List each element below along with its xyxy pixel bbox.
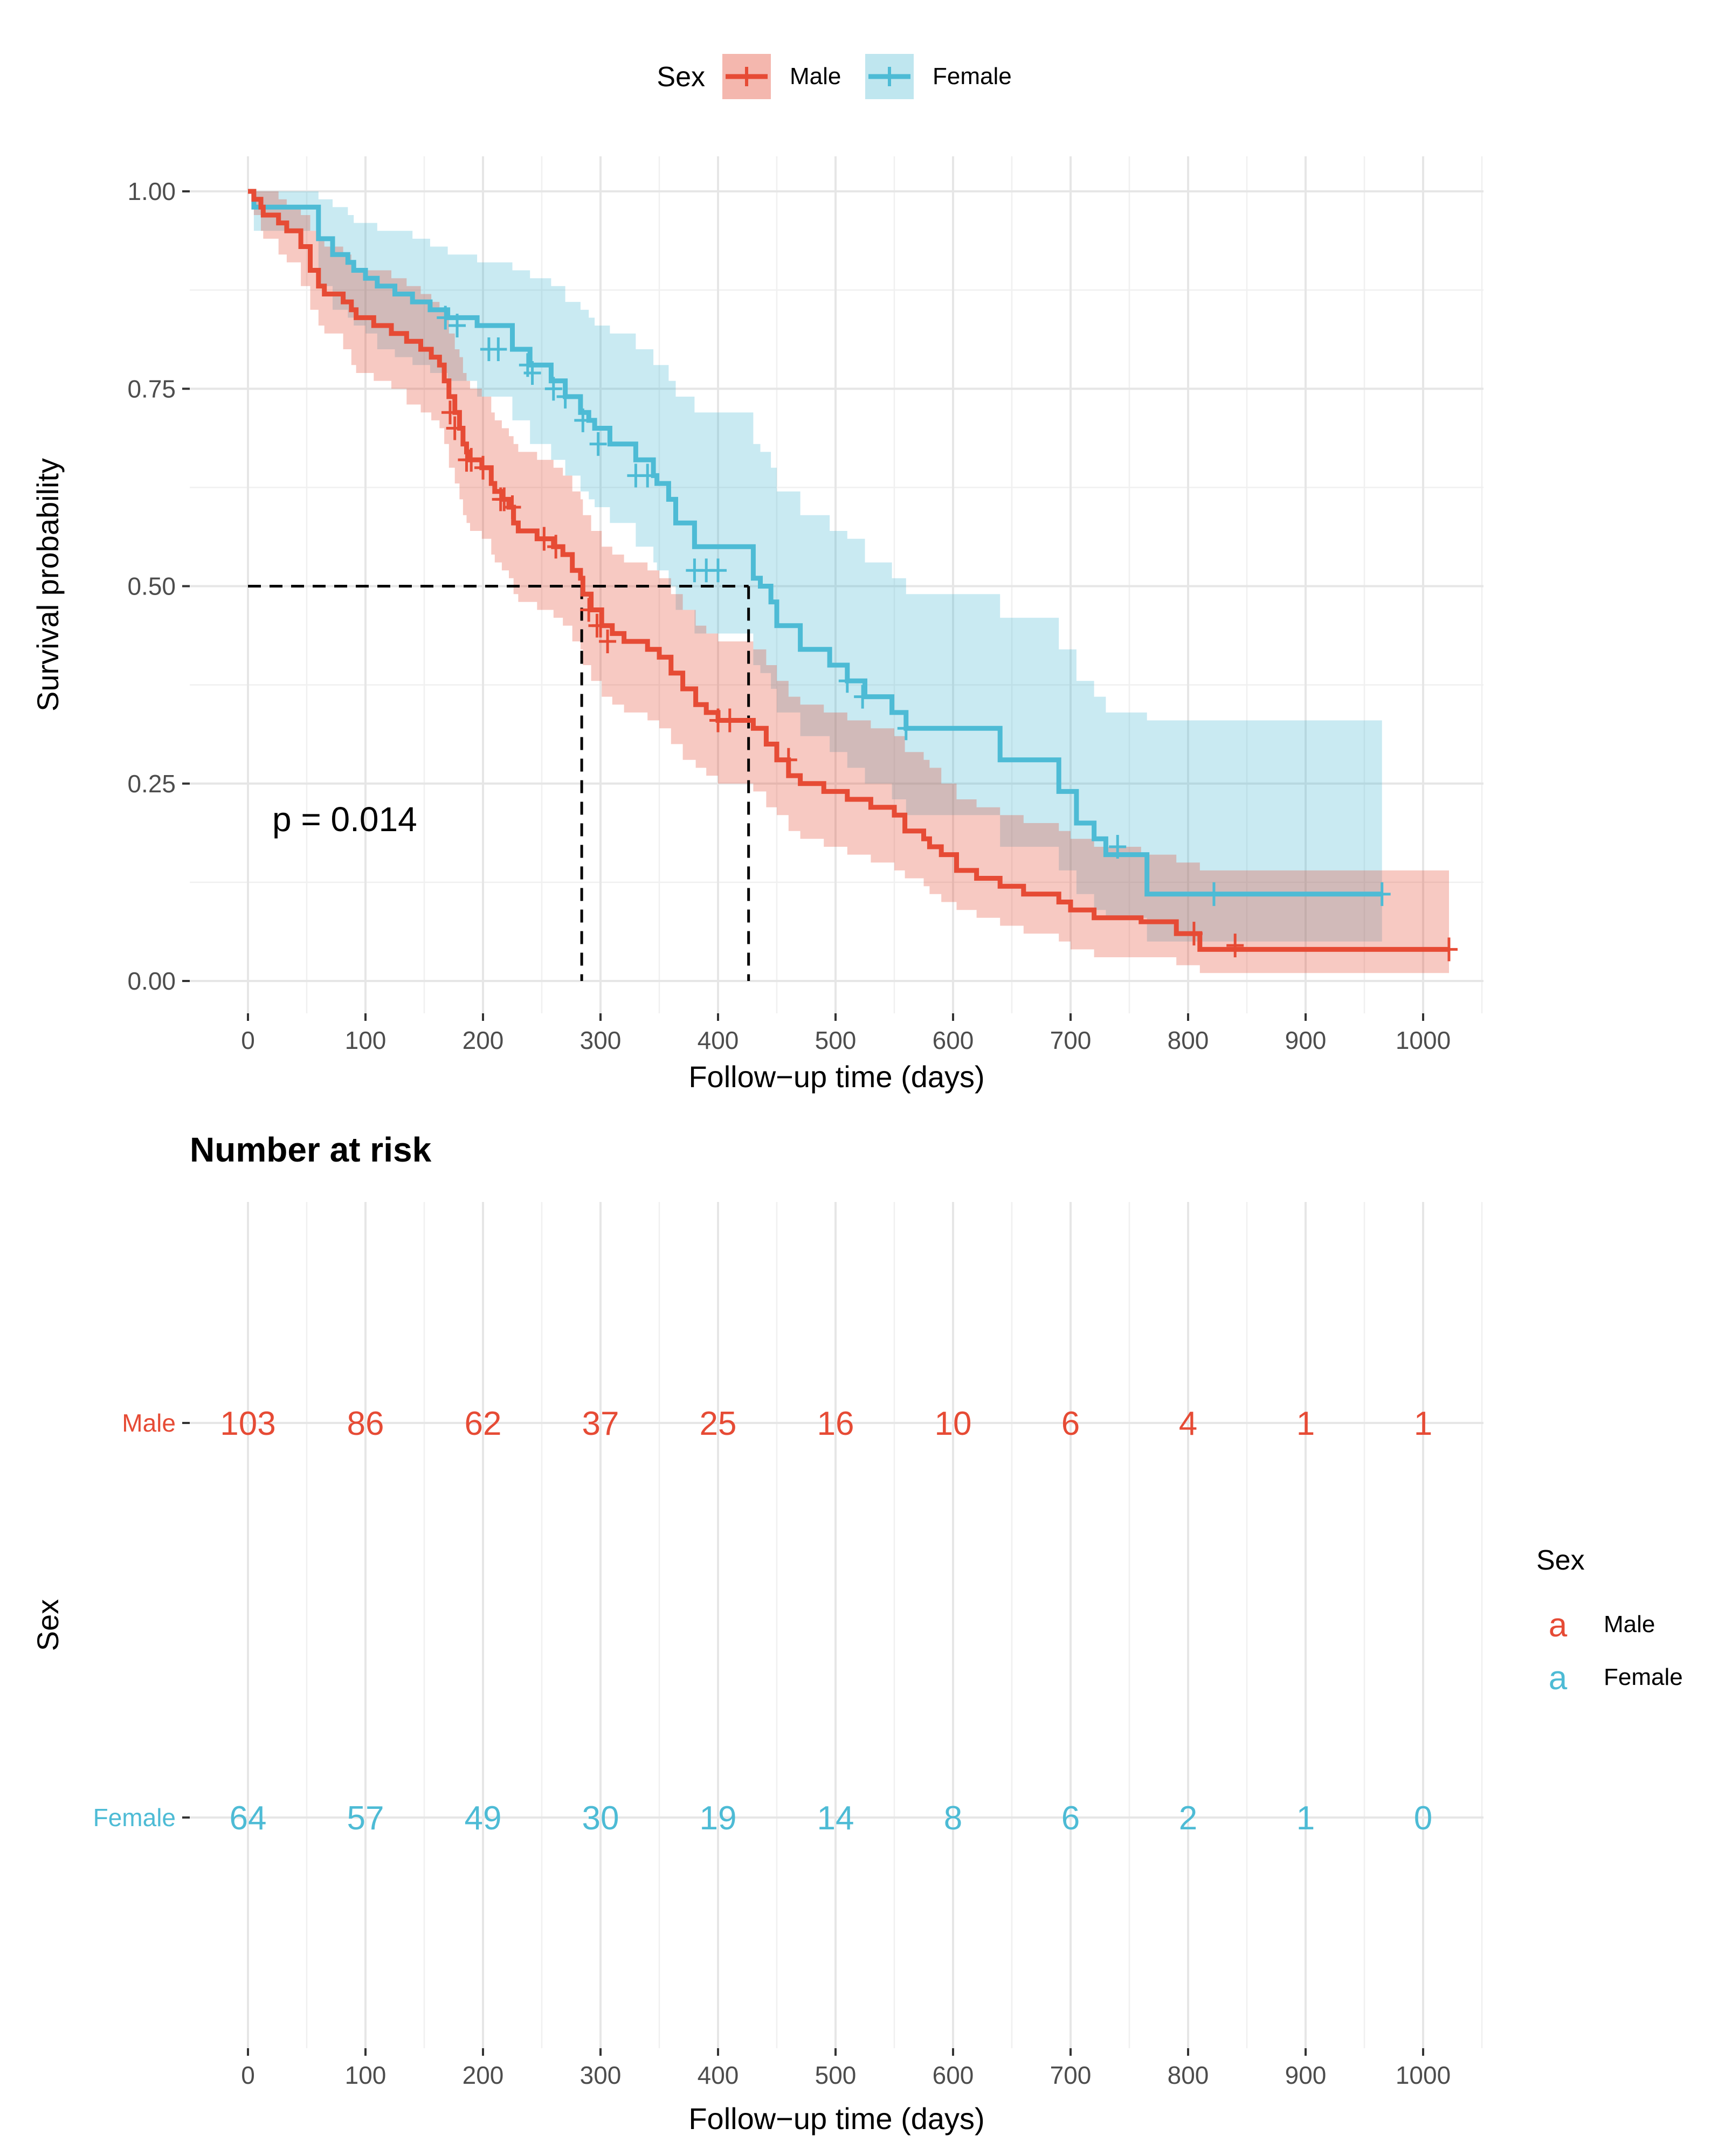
risk-x-tick-label: 700	[1050, 2061, 1092, 2089]
risk-legend-title: Sex	[1536, 1545, 1585, 1576]
risk-count-male: 1	[1296, 1405, 1315, 1442]
km-x-tick-label: 500	[815, 1026, 857, 1054]
km-y-tick-label: 0.00	[127, 967, 176, 995]
risk-count-female: 0	[1414, 1800, 1432, 1837]
km-y-tick-label: 0.75	[127, 375, 176, 403]
risk-count-female: 30	[582, 1800, 619, 1837]
km-y-tick-label: 0.50	[127, 572, 176, 600]
km-x-tick-label: 900	[1285, 1026, 1327, 1054]
km-x-tick-label: 200	[463, 1026, 504, 1054]
risk-count-male: 86	[347, 1405, 384, 1442]
km-x-tick-label: 700	[1050, 1026, 1092, 1054]
risk-table-y-axis-title: Sex	[31, 1599, 65, 1651]
risk-count-male: 16	[817, 1405, 854, 1442]
risk-count-female: 57	[347, 1800, 384, 1837]
km-x-axis-title: Follow−up time (days)	[688, 1060, 984, 1094]
risk-count-male: 103	[220, 1405, 275, 1442]
risk-count-female: 14	[817, 1800, 854, 1837]
km-plot: 0.00 0.25 0.50 0.75 1.00 0 100 200 300 400 500 600 7…	[31, 156, 1484, 1094]
risk-count-female: 6	[1061, 1800, 1080, 1837]
risk-count-male: 4	[1179, 1405, 1197, 1442]
km-y-tick-label: 0.25	[127, 770, 176, 798]
risk-count-male: 37	[582, 1405, 619, 1442]
km-x-tick-label: 800	[1168, 1026, 1209, 1054]
km-y-axis-title: Survival probability	[31, 458, 65, 711]
survival-curve-male	[248, 189, 1449, 952]
km-x-tick-label: 300	[580, 1026, 622, 1054]
km-x-tick-label: 0	[241, 1026, 255, 1054]
risk-legend-label-male: Male	[1604, 1611, 1655, 1637]
risk-table-axes: 0 100 200 300 400 500 600 700 800 900 1000	[182, 1422, 1451, 2089]
legend-label-male: Male	[790, 63, 841, 89]
risk-legend-label-female: Female	[1604, 1664, 1683, 1690]
risk-x-tick-label: 1000	[1396, 2061, 1451, 2089]
risk-table: Number at risk Male 103 86 62 37 25 16 10 6 4 1 1Fe…	[31, 1130, 1683, 2136]
risk-count-female: 49	[465, 1800, 502, 1837]
km-y-tick-label: 1.00	[127, 177, 176, 205]
km-x-tick-label: 400	[698, 1026, 739, 1054]
risk-x-tick-label: 800	[1168, 2061, 1209, 2089]
risk-count-female: 1	[1296, 1800, 1315, 1837]
risk-x-tick-label: 200	[463, 2061, 504, 2089]
km-legend: Sex Male Female	[657, 54, 1012, 99]
p-value-annotation: p = 0.014	[272, 800, 417, 839]
km-x-tick-label: 1000	[1396, 1026, 1451, 1054]
risk-x-tick-label: 900	[1285, 2061, 1327, 2089]
km-x-tick-label: 100	[345, 1026, 387, 1054]
risk-row-label-female: Female	[93, 1803, 176, 1832]
risk-legend-glyph-female: a	[1549, 1660, 1568, 1697]
risk-count-male: 25	[700, 1405, 737, 1442]
risk-table-x-axis-title: Follow−up time (days)	[688, 2102, 984, 2136]
risk-x-tick-label: 600	[933, 2061, 974, 2089]
risk-x-tick-label: 0	[241, 2061, 255, 2089]
risk-x-tick-label: 400	[698, 2061, 739, 2089]
risk-count-female: 19	[700, 1800, 737, 1837]
risk-count-male: 1	[1414, 1405, 1432, 1442]
risk-count-male: 10	[935, 1405, 972, 1442]
risk-table-title: Number at risk	[190, 1130, 432, 1169]
risk-table-grid	[190, 1202, 1484, 2048]
risk-table-legend: Sex a Male a Female	[1536, 1545, 1683, 1697]
km-censor-marks	[437, 306, 1458, 962]
risk-x-tick-label: 300	[580, 2061, 622, 2089]
risk-row-label-male: Male	[122, 1409, 176, 1437]
risk-count-male: 6	[1061, 1405, 1080, 1442]
km-x-tick-label: 600	[933, 1026, 974, 1054]
legend-label-female: Female	[933, 63, 1012, 89]
km-legend-title: Sex	[657, 61, 705, 93]
risk-count-female: 64	[230, 1800, 267, 1837]
risk-count-female: 2	[1179, 1800, 1197, 1837]
risk-count-male: 62	[465, 1405, 502, 1442]
risk-count-female: 8	[944, 1800, 962, 1837]
km-median-lines	[248, 585, 750, 981]
km-axes: 0.00 0.25 0.50 0.75 1.00 0 100 200 300 400 500 600 7…	[127, 177, 1451, 1054]
risk-legend-glyph-male: a	[1549, 1607, 1568, 1644]
risk-x-tick-label: 100	[345, 2061, 387, 2089]
risk-x-tick-label: 500	[815, 2061, 857, 2089]
